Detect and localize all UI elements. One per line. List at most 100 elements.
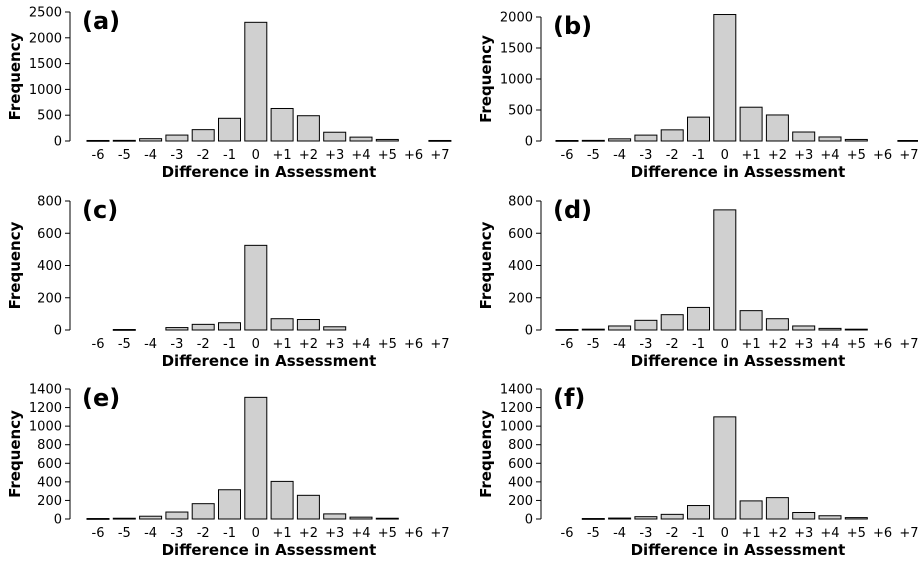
x-tick-label: 0	[721, 526, 729, 541]
bar--2	[660, 314, 684, 331]
x-tick-label: +1	[742, 148, 761, 163]
y-axis-title: Frequency	[477, 221, 495, 309]
bar--6	[555, 329, 579, 331]
bar--1	[687, 505, 710, 520]
y-tick-label: 0	[54, 135, 62, 150]
x-axis-title: Difference in Assessment	[631, 352, 846, 370]
bar-+5	[844, 517, 868, 520]
bar--1	[687, 116, 710, 142]
x-tick-label: -4	[144, 526, 157, 541]
bar--5	[581, 139, 605, 142]
y-tick-label: 0	[54, 324, 62, 339]
y-tick-label: 0	[525, 135, 533, 150]
y-tick-label: 800	[37, 195, 62, 210]
bar--2	[191, 129, 215, 142]
bar--5	[112, 329, 136, 331]
bar-+4	[818, 136, 842, 142]
x-tick-label: +4	[351, 148, 370, 163]
x-tick-label: -5	[587, 526, 600, 541]
bar-+1	[739, 500, 763, 520]
x-tick-label: -3	[639, 337, 652, 352]
bar--1	[218, 489, 241, 520]
bar-+1	[270, 318, 294, 331]
bar--3	[634, 134, 658, 142]
x-tick-label: -4	[613, 337, 626, 352]
x-tick-label: -5	[587, 337, 600, 352]
y-tick-label: 2000	[500, 11, 533, 26]
bar--3	[165, 327, 189, 331]
x-tick-label: -3	[170, 526, 183, 541]
bar-+7	[428, 139, 452, 142]
y-tick-label: 1400	[29, 383, 62, 398]
bar-+5	[375, 138, 399, 142]
bar-0	[244, 396, 268, 520]
x-tick-label: +6	[404, 526, 423, 541]
x-tick-label: +6	[873, 337, 892, 352]
x-tick-label: -6	[561, 337, 574, 352]
bar--2	[191, 323, 215, 331]
panel-label: (b)	[553, 12, 592, 40]
x-tick-label: -4	[144, 337, 157, 352]
x-tick-label: -4	[613, 148, 626, 163]
x-tick-label: +2	[768, 148, 787, 163]
x-tick-label: +6	[404, 148, 423, 163]
bar--5	[112, 517, 136, 520]
x-tick-label: +7	[899, 148, 918, 163]
x-tick-label: +2	[299, 148, 318, 163]
x-tick-label: +1	[273, 148, 292, 163]
bar-+7	[897, 140, 918, 142]
bar-+2	[296, 319, 320, 331]
y-tick-label: 1000	[29, 83, 62, 98]
x-tick-label: -1	[692, 337, 705, 352]
y-tick-label: 500	[508, 104, 533, 119]
bar--1	[687, 306, 710, 331]
y-tick-label: 1200	[29, 401, 62, 416]
x-tick-label: -5	[118, 337, 131, 352]
y-tick-label: 600	[508, 227, 533, 242]
bar-+3	[792, 325, 816, 331]
x-tick-label: +7	[899, 526, 918, 541]
x-tick-label: +1	[273, 337, 292, 352]
x-axis-title: Difference in Assessment	[162, 163, 377, 181]
bar-+1	[270, 480, 294, 520]
x-tick-label: +4	[351, 526, 370, 541]
x-tick-label: +4	[820, 337, 839, 352]
x-tick-label: +3	[794, 148, 813, 163]
y-tick-label: 400	[37, 259, 62, 274]
bar--2	[660, 129, 684, 142]
bar-+3	[323, 326, 347, 331]
x-tick-label: +1	[742, 526, 761, 541]
chart-panel: 0 500 1000 1500 2000 2500 Frequency -6 -5 -4 -3 -2-…	[6, 6, 452, 181]
x-tick-label: +2	[299, 337, 318, 352]
bar-+4	[349, 136, 373, 142]
x-tick-label: +6	[404, 337, 423, 352]
x-tick-label: 0	[252, 526, 260, 541]
bar--5	[581, 328, 605, 331]
x-tick-label: -6	[92, 148, 105, 163]
x-tick-label: +7	[430, 337, 449, 352]
x-tick-label: 0	[721, 148, 729, 163]
y-tick-label: 400	[37, 475, 62, 490]
x-tick-label: +2	[768, 526, 787, 541]
bar--4	[608, 325, 632, 331]
x-tick-label: +5	[847, 337, 866, 352]
y-tick-label: 200	[37, 291, 62, 306]
bar-+3	[792, 131, 816, 142]
bar--4	[608, 138, 632, 142]
chart-panel: 0 200 400 600 800 1000 1200 1400 Frequency -6 -5 -4…	[477, 383, 918, 560]
x-tick-label: -2	[197, 337, 210, 352]
y-tick-label: 2500	[29, 6, 62, 21]
x-tick-label: +4	[351, 337, 370, 352]
x-tick-label: -4	[613, 526, 626, 541]
x-tick-label: 0	[252, 148, 260, 163]
bar-+5	[375, 517, 399, 520]
bar-+4	[818, 327, 842, 331]
bar-+1	[270, 107, 294, 142]
x-tick-label: +2	[299, 526, 318, 541]
bar-+3	[792, 512, 816, 520]
bar--3	[634, 319, 658, 331]
x-tick-label: -6	[561, 526, 574, 541]
x-tick-label: +2	[768, 337, 787, 352]
bar--4	[139, 138, 163, 142]
